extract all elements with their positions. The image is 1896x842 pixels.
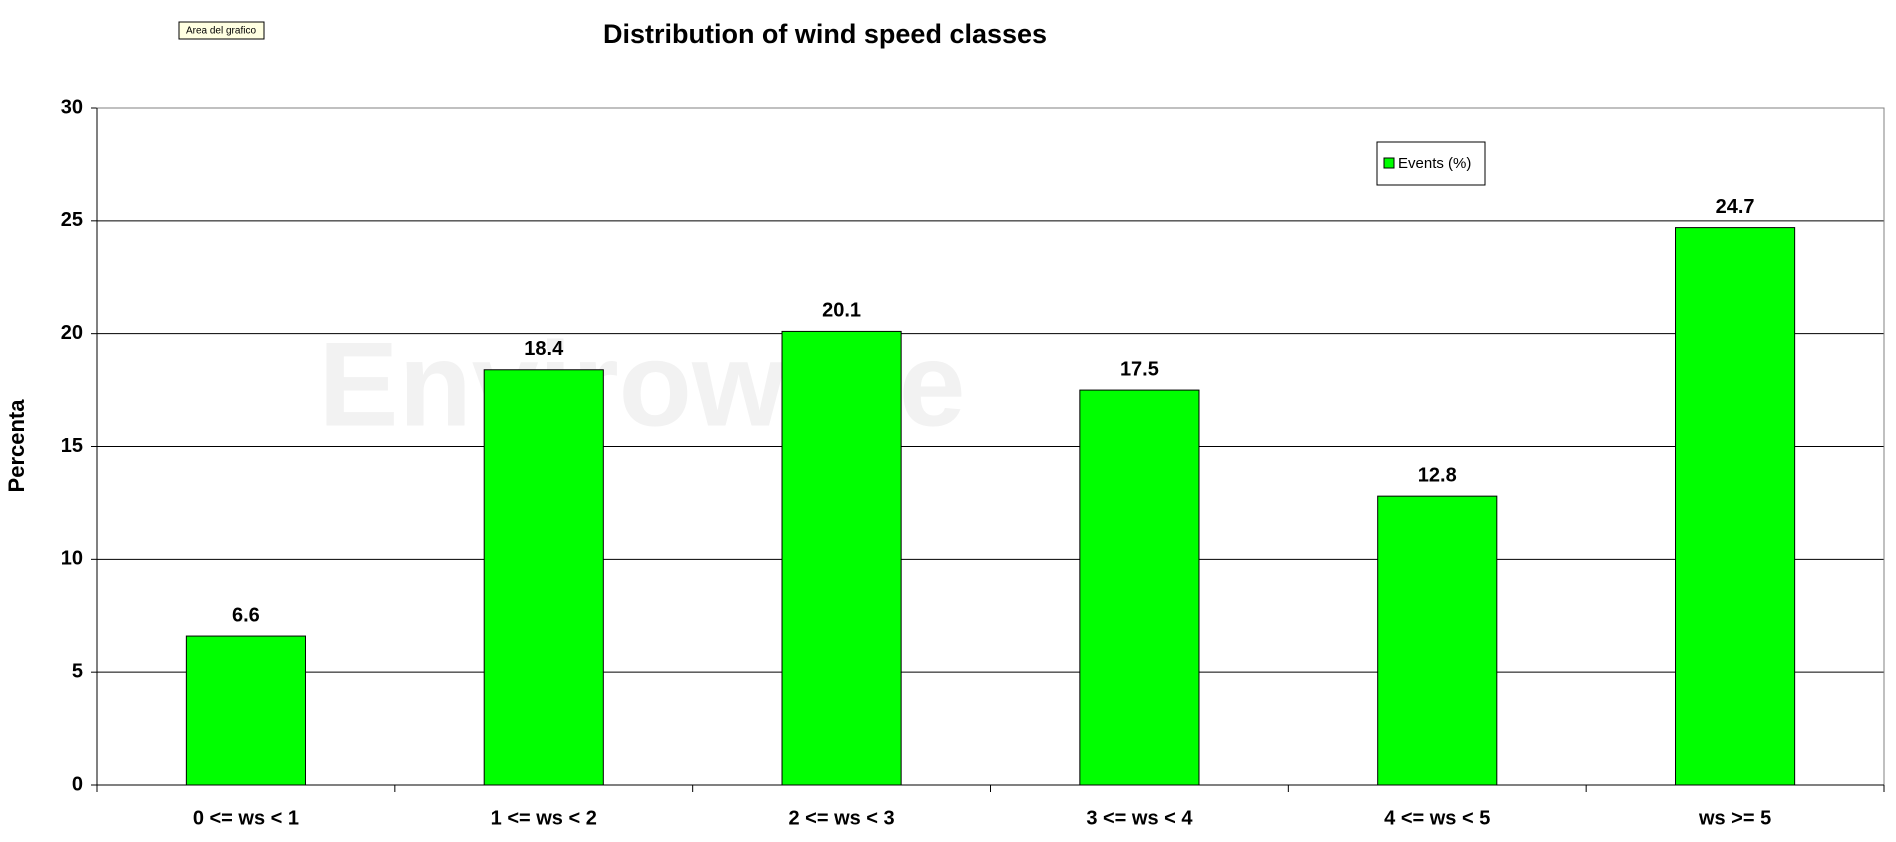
data-label: 20.1 [822,300,861,322]
legend-box [1376,141,1486,186]
x-tick-label: 1 <= ws < 2 [491,807,597,829]
legend-swatch [1383,157,1395,169]
x-tick-label: ws >= 5 [1698,807,1771,829]
x-tick-label: 4 <= ws < 5 [1384,807,1490,829]
y-tick-label: 25 [61,209,83,231]
tooltip-box [178,21,265,40]
y-tick-label: 20 [61,322,83,344]
data-label: 24.7 [1716,196,1755,218]
y-axis-label: Percenta [4,399,29,493]
bar [483,369,604,786]
bar [1675,227,1796,786]
bar [185,635,306,786]
data-label: 12.8 [1418,464,1457,486]
bar [1377,495,1498,786]
bar [781,330,902,786]
bar [1079,389,1200,786]
y-tick-label: 10 [61,548,83,570]
chart-title: Distribution of wind speed classes [603,19,1047,49]
tooltip: Area del grafico [186,26,256,37]
data-label: 6.6 [232,604,260,626]
data-label: 18.4 [524,338,564,360]
y-tick-label: 15 [61,435,83,457]
data-label: 17.5 [1120,358,1159,380]
y-tick-label: 30 [61,96,83,118]
x-tick-label: 3 <= ws < 4 [1086,807,1193,829]
x-tick-label: 2 <= ws < 3 [788,807,894,829]
y-tick-label: 5 [72,660,83,682]
y-tick-label: 0 [72,773,83,795]
legend-label: Events (%) [1398,155,1471,172]
x-tick-label: 0 <= ws < 1 [193,807,299,829]
